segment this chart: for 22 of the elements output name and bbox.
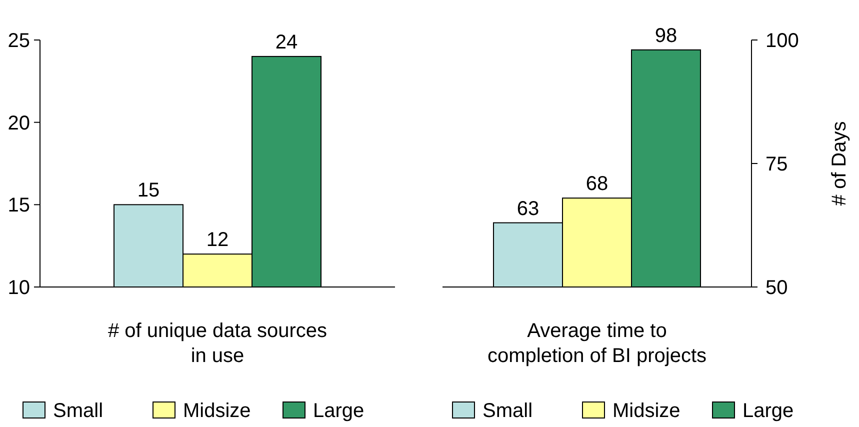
x-axis-title: # of unique data sources in use — [108, 320, 328, 367]
legend-label: Large — [742, 400, 794, 422]
y-tick-label: 15 — [8, 194, 30, 217]
legend-label: Midsize — [612, 400, 680, 422]
legend-label: Midsize — [183, 400, 251, 422]
legend-label: Small — [53, 400, 104, 422]
y-tick-label: 20 — [8, 112, 30, 134]
data-label: 15 — [137, 180, 160, 202]
y-tick-label: 100 — [766, 30, 799, 52]
y-tick-label: 75 — [766, 154, 788, 176]
data-label: 98 — [654, 24, 678, 47]
legend-label: Large — [313, 400, 364, 422]
y-tick-label: 25 — [8, 30, 30, 52]
data-label: 24 — [275, 31, 298, 54]
legend-label: Small — [482, 400, 533, 422]
data-label: 12 — [206, 229, 229, 252]
y-axis-title: # of Days — [828, 121, 850, 206]
x-axis-title: Average time to completion of BI projects — [488, 320, 706, 367]
y-tick-label: 10 — [8, 277, 30, 299]
data-label: 68 — [586, 173, 608, 196]
data-label: 63 — [516, 198, 540, 220]
y-tick-label: 50 — [766, 277, 788, 299]
